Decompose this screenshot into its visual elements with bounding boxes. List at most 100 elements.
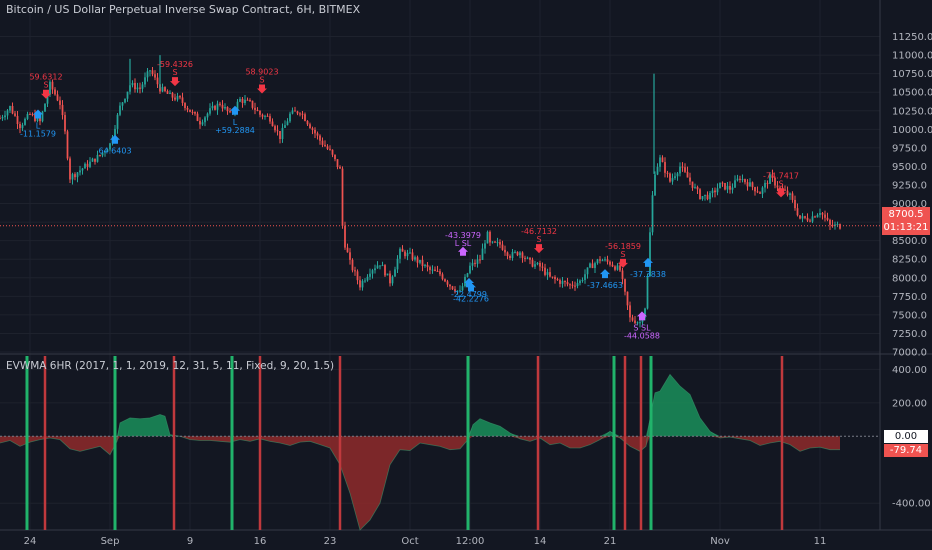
candle	[519, 252, 521, 256]
buy-signal-arrow[interactable]	[33, 109, 43, 119]
signal-sub-label: S	[43, 81, 48, 90]
candle	[749, 182, 751, 187]
candle	[256, 109, 259, 111]
buy-signal-arrow[interactable]	[110, 134, 120, 144]
sell-signal-arrow[interactable]	[534, 244, 544, 254]
candle	[324, 144, 326, 147]
sell-signal-arrow[interactable]	[776, 188, 786, 198]
candle	[516, 251, 519, 256]
candle	[791, 193, 794, 200]
sell-signal-arrow[interactable]	[257, 84, 267, 94]
candle	[546, 272, 549, 275]
candle	[714, 190, 716, 193]
candle	[341, 168, 344, 226]
candle	[761, 187, 764, 194]
candle	[451, 286, 454, 290]
candle	[381, 265, 384, 267]
candle	[794, 199, 796, 209]
signal-label: 59.6312	[29, 73, 62, 82]
candle	[664, 162, 666, 173]
candle	[799, 215, 801, 219]
candle	[4, 115, 6, 118]
sell-signal-arrow[interactable]	[618, 258, 628, 268]
buy-signal-arrow[interactable]	[230, 105, 240, 115]
candle	[464, 276, 466, 287]
candle	[199, 120, 201, 125]
time-axis-tick: 14	[534, 536, 547, 547]
candle	[24, 118, 26, 125]
indicator-title[interactable]: EVWMA 6HR (2017, 1, 1, 2019, 12, 31, 5, …	[6, 360, 335, 372]
candle	[104, 151, 106, 153]
candle	[21, 124, 24, 129]
candle	[569, 284, 571, 286]
candle	[176, 95, 179, 100]
candle	[29, 114, 31, 116]
candle	[574, 285, 576, 287]
candle	[651, 195, 654, 233]
candle	[721, 182, 724, 184]
candle	[614, 266, 616, 270]
candle	[376, 265, 379, 269]
candle	[446, 281, 449, 285]
candle	[109, 143, 111, 150]
candle	[384, 265, 386, 276]
candle	[499, 242, 501, 245]
candle	[621, 270, 624, 280]
candle	[579, 280, 581, 284]
candle	[734, 180, 736, 188]
price-axis-tick: 8000.0	[892, 273, 927, 284]
candle	[359, 280, 361, 288]
candle	[244, 99, 246, 103]
candle	[399, 248, 401, 259]
candle	[686, 171, 689, 178]
candle	[226, 106, 229, 112]
time-axis-tick: 21	[604, 536, 617, 547]
signal-label: -22.4799	[451, 290, 487, 299]
candle	[809, 220, 811, 222]
candle	[584, 274, 586, 280]
candle	[314, 129, 316, 134]
candle	[756, 191, 759, 193]
candle	[769, 174, 771, 184]
candle	[511, 251, 514, 259]
candle	[656, 166, 659, 175]
candle	[731, 187, 734, 190]
candle	[26, 114, 29, 119]
candle	[709, 192, 711, 200]
candle	[489, 231, 491, 243]
sell-signal-arrow[interactable]	[170, 77, 180, 87]
signal-label: -56.1859	[605, 242, 641, 251]
candle	[441, 274, 444, 280]
exit-signal-arrow[interactable]	[458, 246, 468, 256]
candle	[644, 308, 646, 318]
candle	[31, 114, 34, 116]
candle	[631, 317, 634, 321]
last-price-label: 8700.5	[888, 209, 924, 220]
candle	[536, 262, 539, 265]
countdown-label: 01:13:21	[883, 222, 929, 233]
exit-signal-arrow[interactable]	[637, 311, 647, 321]
candle	[509, 256, 511, 259]
candle	[184, 102, 186, 108]
candle	[409, 252, 411, 254]
candle	[804, 216, 806, 218]
sell-signal-arrow[interactable]	[41, 89, 51, 99]
candle	[19, 123, 21, 129]
candle	[86, 163, 89, 167]
buy-signal-arrow[interactable]	[466, 282, 476, 292]
candle	[304, 114, 306, 121]
buy-signal-arrow[interactable]	[643, 257, 653, 267]
candle	[414, 257, 416, 260]
last-price-badge: 8700.5 01:13:21	[882, 207, 930, 235]
price-axis-tick: 8250.0	[892, 255, 927, 266]
candle	[531, 259, 534, 267]
candle	[719, 182, 721, 189]
buy-signal-arrow[interactable]	[600, 269, 610, 279]
oscillator-value-badge: -79.74	[884, 444, 928, 457]
candle	[114, 128, 116, 138]
time-axis-tick: 12:00	[456, 536, 485, 547]
candle	[334, 154, 336, 160]
candle	[371, 270, 374, 274]
candle	[741, 179, 744, 181]
